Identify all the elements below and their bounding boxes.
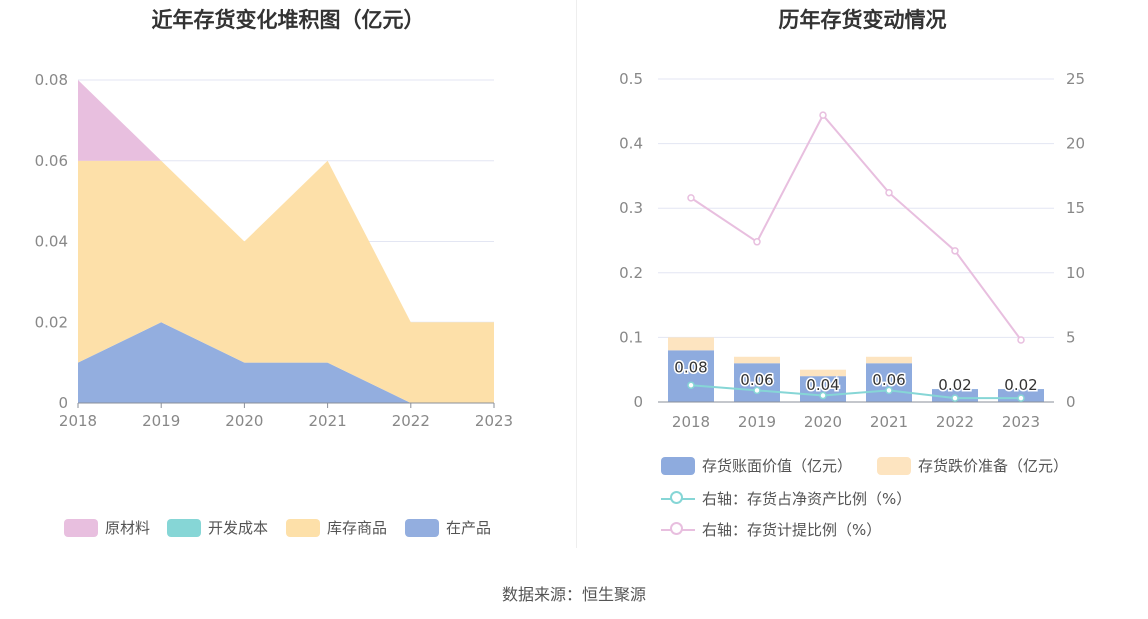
y-right-tick-label: 10 <box>1066 264 1085 282</box>
x-tick-label: 2021 <box>870 413 908 431</box>
legend-label: 原材料 <box>105 519 151 537</box>
legend-label: 存货账面价值（亿元） <box>702 457 853 475</box>
bar-data-label: 0.04 <box>806 376 839 394</box>
stacked-area-chart: 0 0.02 0.04 0.06 0.08 2018 2019 2020 2021 2022 202… <box>35 71 514 430</box>
panel-divider <box>576 0 577 548</box>
legend-label: 库存商品 <box>327 519 388 537</box>
x-tick-label: 2019 <box>738 413 776 431</box>
bar <box>668 337 714 351</box>
bar <box>734 356 780 364</box>
line-point <box>819 111 827 119</box>
legend-swatch-dev-cost <box>167 518 201 537</box>
bar-data-label: 0.06 <box>740 371 773 389</box>
x-tick-label: 2018 <box>672 413 710 431</box>
bar <box>866 363 912 402</box>
bar <box>800 369 846 377</box>
y-tick-label: 0.08 <box>35 71 68 89</box>
line-point <box>951 394 959 402</box>
y-left-tick-label: 0.4 <box>619 135 643 153</box>
area-series <box>78 160 494 403</box>
left-legend: 原材料 开发成本 库存商品 在产品 <box>0 517 576 541</box>
x-tick-label: 2020 <box>225 412 263 430</box>
legend-swatch-net-asset-ratio <box>661 490 695 508</box>
x-tick-label: 2022 <box>392 412 430 430</box>
y-right-tick-label: 25 <box>1066 70 1085 88</box>
x-tick-label: 2019 <box>142 412 180 430</box>
left-chart-panel: 近年存货变化堆积图（亿元） 0 0.02 0.04 0.06 0.08 2018 2019 2… <box>0 0 576 560</box>
line-point <box>1017 336 1025 344</box>
bar <box>734 363 780 402</box>
y-left-tick-label: 0.1 <box>619 328 643 346</box>
bar-data-label: 0.08 <box>674 358 707 376</box>
bar-data-label: 0.06 <box>872 371 905 389</box>
line-point <box>819 391 827 400</box>
legend-swatch-book-value <box>661 456 695 475</box>
y-left-tick-label: 0.3 <box>619 199 643 217</box>
bar <box>866 356 912 364</box>
legend-item-impairment[interactable]: 存货跌价准备（亿元） <box>877 455 1068 476</box>
line-point <box>1017 394 1025 402</box>
legend-item-goods[interactable]: 库存商品 <box>286 517 387 538</box>
data-source: 数据来源：恒生聚源 <box>501 585 646 604</box>
y-tick-label: 0.06 <box>35 152 68 170</box>
x-tick-label: 2018 <box>59 412 97 430</box>
legend-label: 在产品 <box>446 519 492 537</box>
x-tick-label: 2022 <box>936 413 974 431</box>
legend-swatch-goods <box>286 518 320 537</box>
legend-swatch-wip <box>405 518 439 537</box>
legend-item-wip[interactable]: 在产品 <box>405 517 491 538</box>
y-left-tick-label: 0 <box>633 393 643 411</box>
line-series <box>690 384 1021 400</box>
bar-data-label: 0.02 <box>938 376 971 394</box>
legend-item-raw-material[interactable]: 原材料 <box>64 517 150 538</box>
y-tick-label: 0.02 <box>35 313 68 331</box>
x-tick-label: 2021 <box>309 412 347 430</box>
y-tick-label: 0 <box>58 394 68 412</box>
right-legend: 存货账面价值（亿元） 存货跌价准备（亿元） 右轴：存货占净资产比例（%） 右轴：… <box>577 455 1148 545</box>
legend-label: 右轴：存货占净资产比例（%） <box>702 490 912 508</box>
legend-item-book-value[interactable]: 存货账面价值（亿元） <box>661 455 852 476</box>
x-tick-label: 2020 <box>804 413 842 431</box>
legend-label: 开发成本 <box>208 519 269 537</box>
legend-swatch-provision-ratio <box>661 521 695 539</box>
bar-line-chart: 0 0.1 0.2 0.3 0.4 0.5 0 5 10 15 20 25 0.08 0.06 0.04 0.… <box>619 70 1085 431</box>
line-point <box>951 247 959 255</box>
legend-item-net-asset-ratio[interactable]: 右轴：存货占净资产比例（%） <box>661 488 911 509</box>
legend-item-dev-cost[interactable]: 开发成本 <box>167 517 268 538</box>
line-series <box>690 113 1022 341</box>
line-point <box>885 188 893 197</box>
y-right-tick-label: 20 <box>1066 135 1085 153</box>
legend-label: 右轴：存货计提比例（%） <box>702 521 882 539</box>
x-tick-label: 2023 <box>1002 413 1040 431</box>
y-tick-label: 0.04 <box>35 233 68 251</box>
line-point <box>885 386 893 395</box>
line-point <box>753 238 761 246</box>
y-right-tick-label: 5 <box>1066 328 1076 346</box>
legend-label: 存货跌价准备（亿元） <box>918 457 1069 475</box>
x-tick-label: 2023 <box>475 412 513 430</box>
right-chart-panel: 历年存货变动情况 0 0.1 0.2 0.3 0.4 0.5 0 5 10 15 20 25 0.08 0… <box>577 0 1148 560</box>
bar-data-label: 0.02 <box>1004 376 1037 394</box>
y-left-tick-label: 0.2 <box>619 264 643 282</box>
line-point <box>753 386 761 395</box>
legend-item-provision-ratio[interactable]: 右轴：存货计提比例（%） <box>661 519 881 540</box>
line-point <box>687 194 695 202</box>
y-left-tick-label: 0.5 <box>619 70 643 88</box>
y-right-tick-label: 15 <box>1066 199 1085 217</box>
legend-swatch-raw-material <box>64 518 98 537</box>
left-chart-title: 近年存货变化堆积图（亿元） <box>151 8 425 32</box>
bar <box>668 350 714 402</box>
legend-swatch-impairment <box>877 456 911 475</box>
line-point <box>687 381 695 389</box>
right-chart-title: 历年存货变动情况 <box>778 8 947 32</box>
y-right-tick-label: 0 <box>1066 393 1076 411</box>
